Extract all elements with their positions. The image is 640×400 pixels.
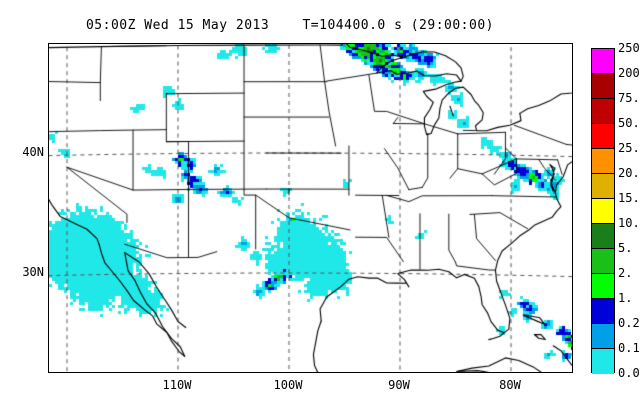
map-panel: [48, 43, 573, 373]
colorbar-label-7: 10.: [618, 216, 640, 230]
colorbar-label-11: 0.25: [618, 316, 640, 330]
colorbar-label-5: 20.: [618, 166, 640, 180]
colorbar-swatch-9: [592, 274, 614, 299]
colorbar-label-12: 0.10: [618, 341, 640, 355]
x-tick-label-0: 110W: [162, 378, 192, 392]
colorbar-swatch-10: [592, 299, 614, 324]
colorbar-swatch-5: [592, 174, 614, 199]
colorbar-swatch-8: [592, 249, 614, 274]
colorbar-swatch-7: [592, 224, 614, 249]
colorbar-swatch-3: [592, 124, 614, 149]
colorbar-label-4: 25.: [618, 141, 640, 155]
x-tick-label-2: 90W: [388, 378, 410, 392]
precipitation-raster: [49, 44, 572, 372]
y-tick-label-0: 40N: [22, 145, 44, 159]
colorbar-swatch-4: [592, 149, 614, 174]
colorbar-swatch-1: [592, 74, 614, 99]
figure-title: 05:00Z Wed 15 May 2013 T=104400.0 s (29:…: [85, 18, 494, 33]
colorbar-label-6: 15.: [618, 191, 640, 205]
x-tick-label-3: 80W: [499, 378, 521, 392]
colorbar-label-8: 5.: [618, 241, 633, 255]
colorbar-label-1: 200.: [618, 66, 640, 80]
x-tick-label-1: 100W: [273, 378, 303, 392]
colorbar: [591, 48, 615, 374]
colorbar-label-10: 1.: [618, 291, 633, 305]
colorbar-swatch-11: [592, 324, 614, 349]
colorbar-label-2: 75.: [618, 91, 640, 105]
colorbar-swatch-2: [592, 99, 614, 124]
y-tick-label-1: 30N: [22, 265, 44, 279]
colorbar-label-13: 0.01: [618, 366, 640, 380]
colorbar-swatch-12: [592, 349, 614, 374]
colorbar-label-0: 250.: [618, 41, 640, 55]
colorbar-swatch-6: [592, 199, 614, 224]
colorbar-label-3: 50.: [618, 116, 640, 130]
colorbar-swatch-0: [592, 49, 614, 74]
colorbar-label-9: 2.: [618, 266, 633, 280]
